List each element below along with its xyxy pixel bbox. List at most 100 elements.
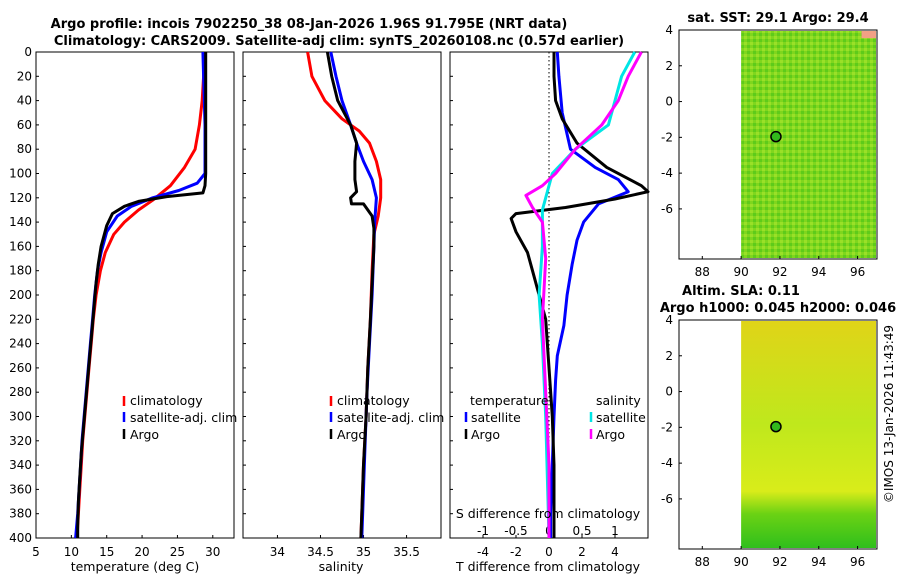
s-tick-label: -1 <box>477 524 489 538</box>
map-y-tick-label: -6 <box>661 202 673 216</box>
y-tick-label: 0 <box>24 45 32 59</box>
sla-map-panel: Altim. SLA: 0.11 Argo h1000: 0.045 h2000… <box>660 284 896 569</box>
temperature-axes <box>35 51 235 539</box>
series-temperature-satellite <box>549 51 630 538</box>
legend-temperature-title: temperature <box>470 393 549 408</box>
x-tick-label: 34.5 <box>307 545 334 559</box>
legend-t-satellite: satellite <box>471 410 521 425</box>
y-tick-label: 80 <box>17 142 32 156</box>
title-line-2: Climatology: CARS2009. Satellite-adj cli… <box>54 34 624 49</box>
x-tick-label: 25 <box>170 545 185 559</box>
s-tick-label: 1 <box>611 524 619 538</box>
sla-map-title-1: Altim. SLA: 0.11 <box>682 284 800 299</box>
y-tick-label: 200 <box>9 288 32 302</box>
sla-map-title-2: Argo h1000: 0.045 h2000: 0.046 <box>660 301 896 316</box>
y-tick-label: 100 <box>9 167 32 181</box>
y-tick-label: 20 <box>17 69 32 83</box>
x-tick-label: 2 <box>578 545 586 559</box>
salinity-legend: climatology satellite-adj. clim Argo <box>329 393 444 442</box>
y-tick-label: 260 <box>9 361 32 375</box>
sst-map-panel: sat. SST: 29.1 Argo: 29.4 88 90 92 94 96 -6 -4… <box>661 11 878 279</box>
temperature-legend: climatology satellite-adj. clim Argo <box>122 393 237 442</box>
legend-s-satellite: satellite <box>596 410 646 425</box>
legend-satellite: satellite-adj. clim <box>130 410 237 425</box>
y-tick-label: 340 <box>9 458 32 472</box>
y-tick-label: 220 <box>9 312 32 326</box>
argo-position-marker <box>770 420 782 433</box>
y-tick-label: 60 <box>17 118 32 132</box>
temperature-panel: 0 20 40 60 80 100 120 140 160 180 200 220 240 260 280 3… <box>9 45 237 574</box>
map-x-tick-label: 88 <box>695 555 710 569</box>
map-x-tick-label: 96 <box>850 555 865 569</box>
map-x-tick-label: 96 <box>850 265 865 279</box>
legend-satellite: satellite-adj. clim <box>337 410 444 425</box>
map-y-tick-label: 4 <box>665 23 673 37</box>
y-tick-label: 400 <box>9 531 32 545</box>
sla-field <box>741 321 876 548</box>
map-y-tick-label: -2 <box>661 420 673 434</box>
map-x-tick-label: 90 <box>733 555 748 569</box>
series-argo <box>76 52 208 538</box>
salinity-panel: 34 34.5 35 35.5 salinity climatology satell… <box>242 51 444 574</box>
temperature-xlabel: temperature (deg C) <box>71 559 200 574</box>
x-tick-label: 5 <box>32 545 40 559</box>
sst-map-title: sat. SST: 29.1 Argo: 29.4 <box>687 11 868 26</box>
x-tick-label: -4 <box>477 545 489 559</box>
difference-xlabel: T difference from climatology <box>455 559 641 574</box>
map-y-tick-label: -4 <box>661 166 673 180</box>
x-tick-label: 10 <box>64 545 79 559</box>
map-y-tick-label: 0 <box>665 385 673 399</box>
y-tick-label: 180 <box>9 264 32 278</box>
y-tick-label: 120 <box>9 191 32 205</box>
map-y-tick-label: -2 <box>661 130 673 144</box>
difference-legend: temperature salinity satellite Argo sate… <box>464 393 646 442</box>
x-tick-label: 0 <box>545 545 553 559</box>
y-tick-label: 320 <box>9 434 32 448</box>
map-x-tick-label: 92 <box>772 265 787 279</box>
argo-position-marker <box>770 130 782 143</box>
legend-climatology: climatology <box>130 393 203 408</box>
difference-top-xlabel: S difference from climatology <box>456 506 641 521</box>
y-tick-label: 240 <box>9 337 32 351</box>
map-y-tick-label: 4 <box>665 313 673 327</box>
map-x-tick-label: 90 <box>733 265 748 279</box>
y-tick-label: 140 <box>9 215 32 229</box>
map-x-tick-label: 88 <box>695 265 710 279</box>
x-tick-label: 30 <box>205 545 220 559</box>
difference-panel: -4 -2 0 2 4-1 -0.5 0 0.5 1 T difference from cli… <box>449 51 650 574</box>
x-tick-label: 20 <box>134 545 149 559</box>
s-tick-label: -0.5 <box>504 524 527 538</box>
x-tick-label: 35.5 <box>393 545 420 559</box>
y-tick-label: 360 <box>9 482 32 496</box>
x-tick-label: -2 <box>510 545 522 559</box>
map-y-tick-label: 2 <box>665 349 673 363</box>
legend-argo: Argo <box>130 427 159 442</box>
legend-argo: Argo <box>337 427 366 442</box>
legend-climatology: climatology <box>337 393 410 408</box>
y-tick-label: 380 <box>9 507 32 521</box>
x-tick-label: 35 <box>356 545 371 559</box>
y-tick-label: 300 <box>9 410 32 424</box>
y-tick-label: 40 <box>17 94 32 108</box>
x-tick-label: 4 <box>611 545 619 559</box>
map-x-tick-label: 94 <box>811 265 826 279</box>
map-y-tick-label: -6 <box>661 492 673 506</box>
map-y-tick-label: 2 <box>665 59 673 73</box>
map-y-tick-label: 0 <box>665 95 673 109</box>
series-argo <box>325 51 376 539</box>
salinity-axes <box>242 51 442 539</box>
title-line-1: Argo profile: incois 7902250_38 08-Jan-2… <box>51 17 568 32</box>
x-tick-label: 15 <box>99 545 114 559</box>
copyright-text: ©IMOS 13-Jan-2026 11:43:49 <box>882 325 896 503</box>
map-x-tick-label: 92 <box>772 555 787 569</box>
x-tick-label: 34 <box>270 545 285 559</box>
sst-warm-patch <box>861 31 876 39</box>
sst-field <box>741 31 876 258</box>
series-salinity-argo <box>524 51 643 538</box>
legend-t-argo: Argo <box>471 427 500 442</box>
y-tick-label: 160 <box>9 239 32 253</box>
legend-s-argo: Argo <box>596 427 625 442</box>
series-temperature-argo <box>509 52 650 538</box>
salinity-xlabel: salinity <box>319 559 364 574</box>
